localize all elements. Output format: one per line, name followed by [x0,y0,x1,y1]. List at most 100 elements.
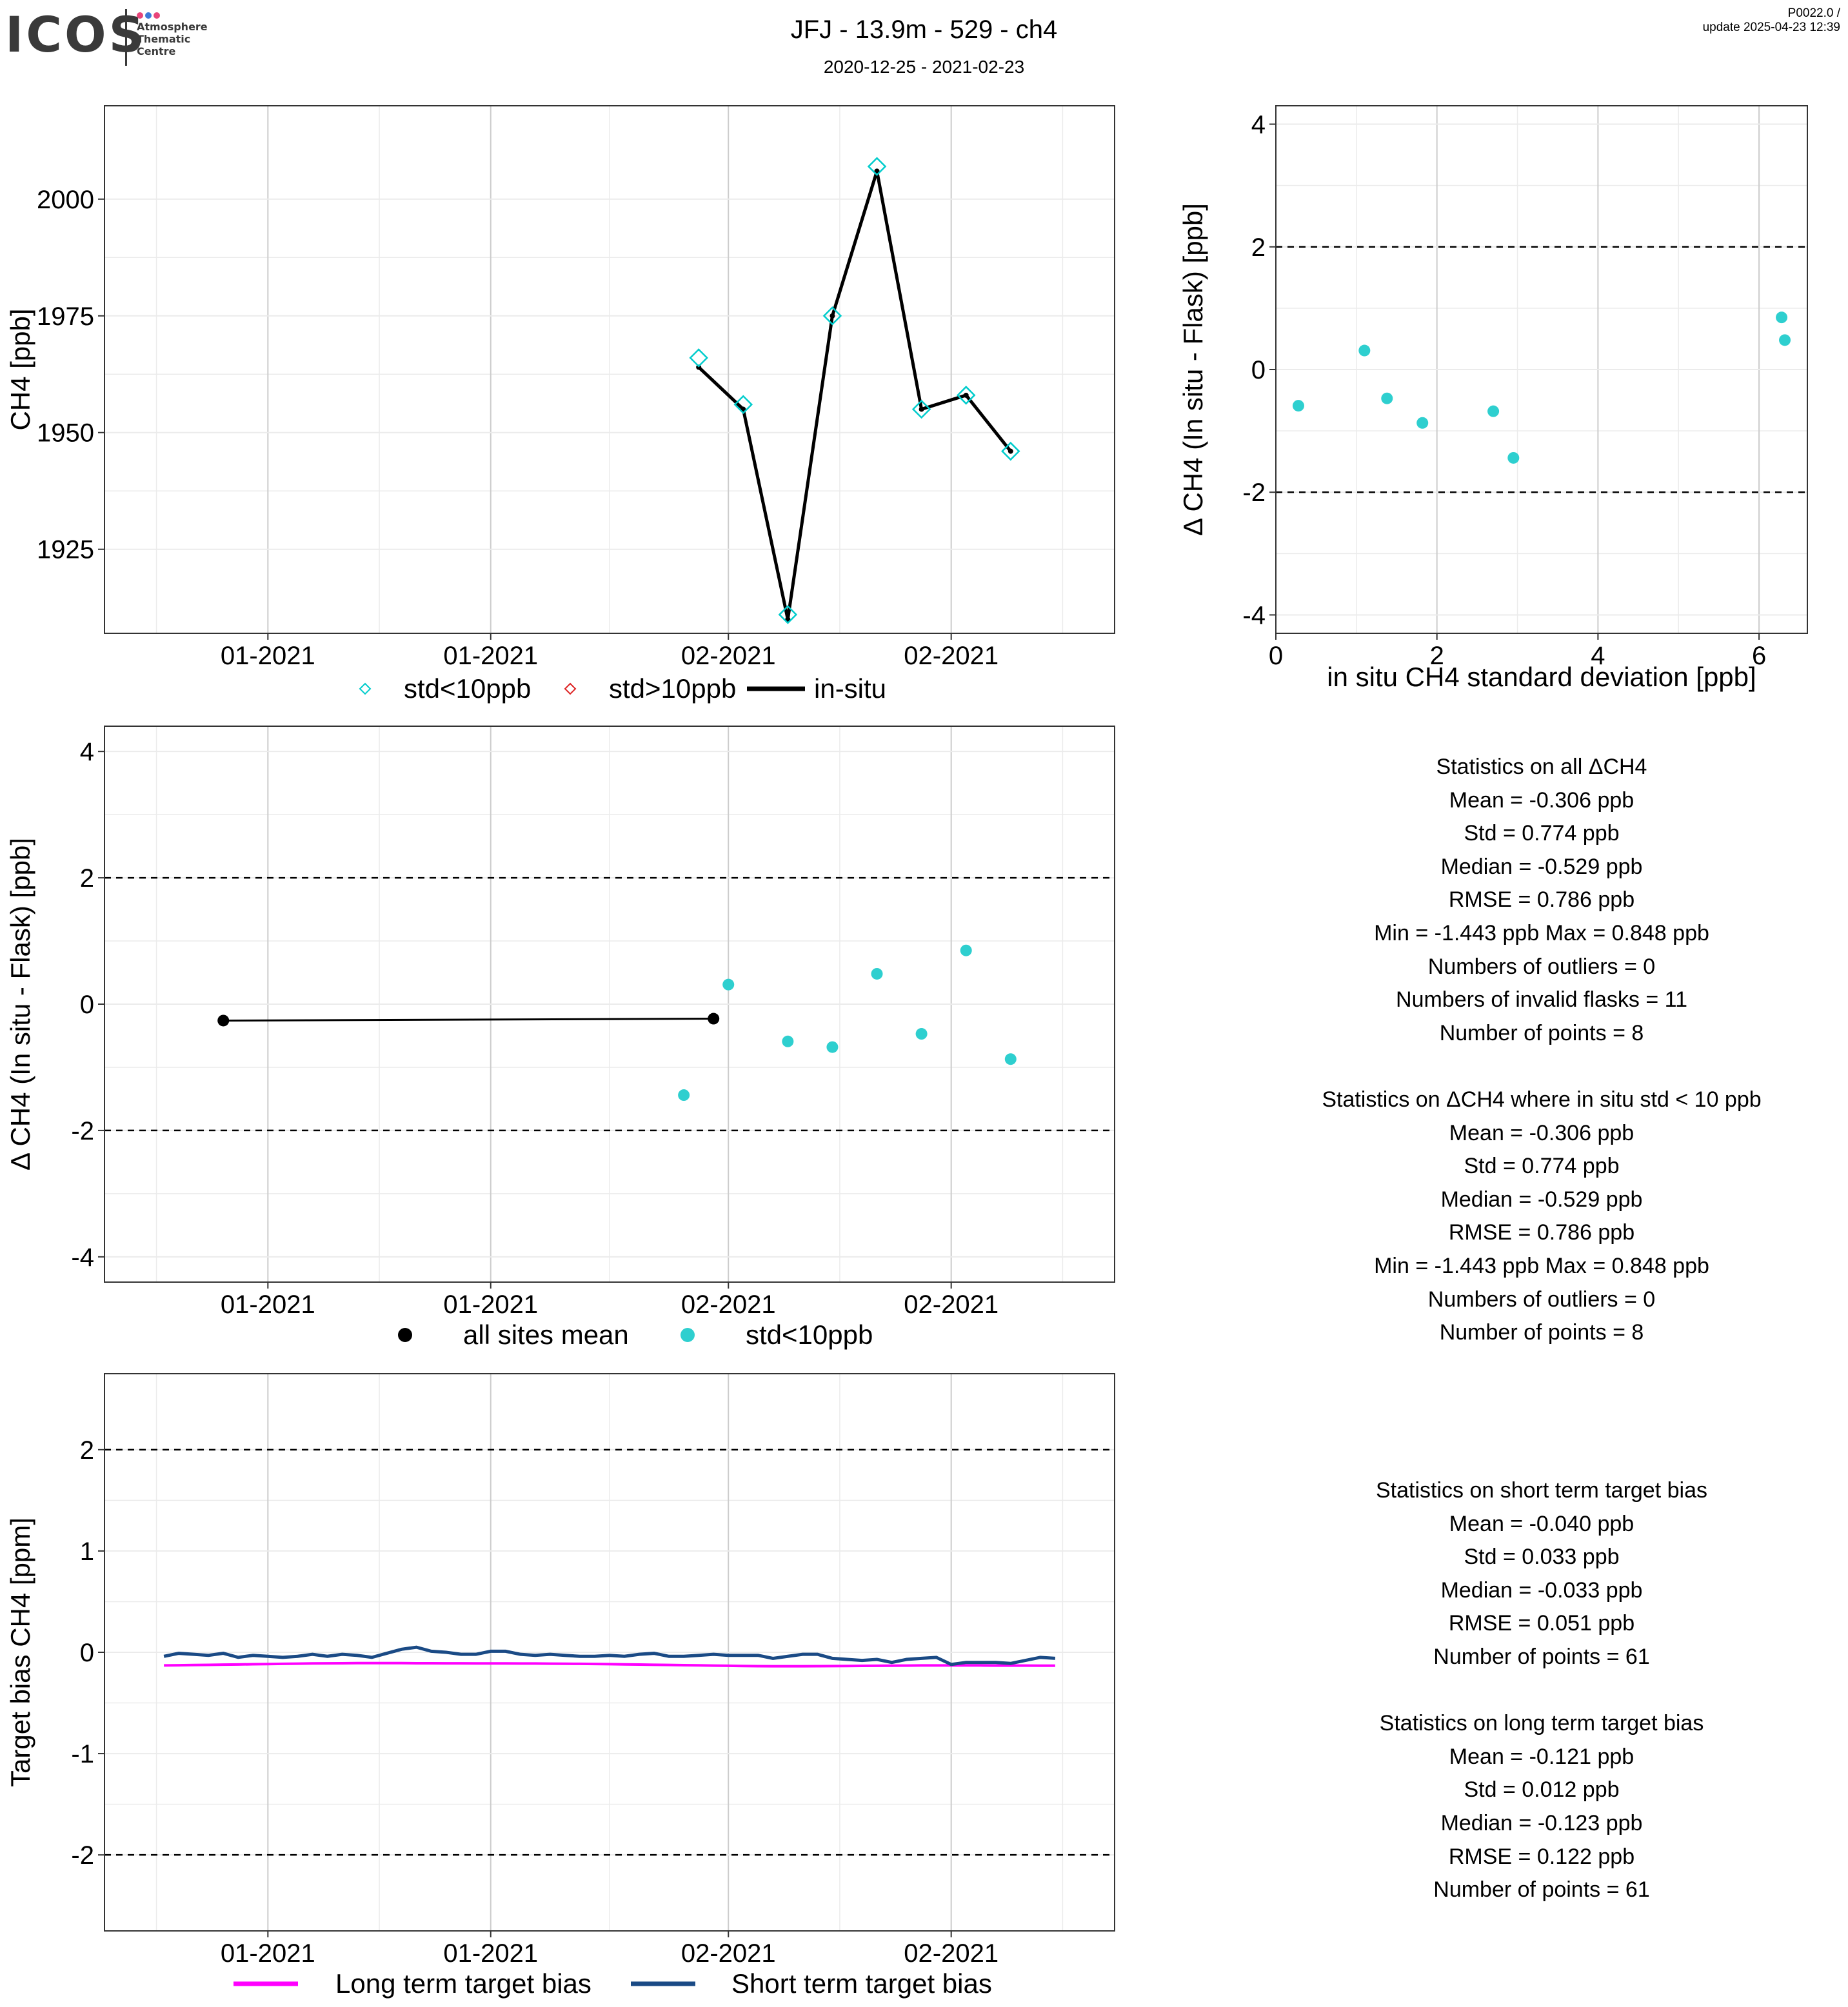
scatter-point [1358,344,1371,357]
plot-area [98,1373,1115,1937]
scatter-point [1779,334,1791,346]
y-tick-label: 0 [1251,356,1266,384]
legend-label: std<10ppb [746,1320,873,1350]
stat-line: Min = -1.443 ppb Max = 0.848 ppb [1374,1254,1709,1278]
std-lt-10ppb-marker [822,306,842,326]
stat-line: Numbers of outliers = 0 [1427,954,1656,979]
y-tick-label: -4 [71,1243,94,1272]
std-lt-10ppb-point [722,978,735,991]
x-axis-label: in situ CH4 standard deviation [ppb] [1327,662,1756,692]
y-tick-label: -4 [1242,601,1266,629]
stat-line: RMSE = 0.786 ppb [1448,1220,1635,1245]
in-situ-point [963,392,969,398]
std-lt-10ppb-marker [956,386,976,405]
x-tick-label: 02-2021 [904,1290,999,1319]
x-tick-label: 01-2021 [221,1939,315,1968]
version-label: P0022.0 / [1787,6,1840,20]
legend-label: Short term target bias [731,1968,992,1999]
scatter-point [1776,311,1788,324]
x-tick-label: 0 [1269,642,1283,670]
stat-line: Statistics on long term target bias [1379,1711,1704,1736]
y-tick-label: 4 [1251,111,1266,139]
stat-line: Std = 0.774 ppb [1464,821,1620,846]
y-tick-label: -1 [71,1740,94,1768]
x-tick-label: 01-2021 [221,642,315,670]
plot-border [104,105,1115,634]
header: ICOS Atmosphere Thematic Centre JFJ - 13… [0,0,1848,90]
x-tick-label: 01-2021 [443,642,538,670]
stat-line: Median = -0.033 ppb [1440,1577,1643,1603]
x-tick-label: 01-2021 [443,1939,538,1968]
y-tick-label: -2 [1242,479,1266,507]
std-lt-10ppb-marker [733,395,753,415]
legend-diamond-red [564,682,577,695]
stat-line: Std = 0.774 ppb [1464,1154,1620,1179]
y-axis-label: Target bias CH4 [ppm] [5,1518,35,1787]
scatter-point [1507,451,1520,464]
stat-line: Mean = -0.306 ppb [1449,1120,1634,1145]
y-axis-label: Δ CH4 (In situ - Flask) [ppb] [5,838,35,1171]
y-tick-label: 1925 [37,536,94,564]
stat-line: RMSE = 0.051 ppb [1448,1611,1635,1636]
stat-line: Number of points = 61 [1433,1645,1650,1669]
plot-area [98,726,1115,1289]
y-tick-label: 2 [80,1436,94,1465]
x-tick-label: 4 [1591,642,1605,670]
y-tick-label: 0 [80,1639,94,1667]
logo-divider [125,9,127,66]
x-tick-label: 02-2021 [904,1939,999,1968]
stat-line: Std = 0.012 ppb [1464,1777,1620,1803]
x-tick-label: 02-2021 [681,642,776,670]
y-tick-label: -2 [71,1117,94,1145]
in-situ-point [919,406,924,412]
stat-line: Mean = -0.040 ppb [1449,1511,1634,1536]
stat-line: RMSE = 0.122 ppb [1448,1844,1635,1869]
y-tick-label: 2 [80,864,94,893]
icos-logo: ICOS [5,6,147,63]
scatter-point [1381,392,1393,404]
x-tick-label: 01-2021 [443,1290,538,1319]
legend-dot-black [398,1328,412,1342]
std-lt-10ppb-point [826,1041,839,1053]
y-tick-label: 4 [80,738,94,766]
legend-dot-cyan [681,1328,695,1342]
version-info: P0022.0 / update 2025-04-23 12:39 [1703,6,1840,35]
stat-line: Median = -0.529 ppb [1440,1187,1643,1212]
stat-line: Min = -1.443 ppb Max = 0.848 ppb [1374,921,1709,945]
logo-subtitle-line: Thematic [137,33,191,45]
x-tick-label: 02-2021 [681,1290,776,1319]
y-tick-label: 2 [1251,233,1266,262]
in-situ-point [830,313,835,319]
scatter-point [1416,417,1429,429]
legend-label: std<10ppb [404,673,531,704]
all-sites-mean-point [217,1014,230,1027]
stat-line: Numbers of invalid flasks = 11 [1396,987,1687,1013]
stat-line: RMSE = 0.786 ppb [1448,887,1635,913]
stat-line: Std = 0.033 ppb [1464,1545,1620,1570]
std-lt-10ppb-marker [911,399,931,419]
y-tick-label: 1950 [37,419,94,448]
in-situ-point [1008,448,1013,454]
stat-line: Statistics on ΔCH4 where in situ std < 1… [1322,1087,1762,1112]
page-title: JFJ - 13.9m - 529 - ch4 [790,15,1058,44]
std-lt-10ppb-point [915,1028,928,1040]
update-timestamp: update 2025-04-23 12:39 [1702,21,1840,34]
plot-area [98,105,1115,640]
y-tick-label: 1975 [37,302,94,331]
y-axis-label: CH4 [ppb] [5,308,35,430]
long-term-bias-line [164,1661,1055,1668]
logo-subtitle-line: Centre [137,45,176,57]
y-tick-label: 2000 [37,186,94,214]
x-tick-label: 6 [1752,642,1766,670]
in-situ-line [697,170,1012,620]
stat-line: Numbers of outliers = 0 [1427,1287,1656,1312]
stat-line: Number of points = 8 [1439,1020,1644,1045]
y-tick-label: 0 [80,991,94,1019]
stat-line: Statistics on short term target bias [1376,1478,1707,1503]
std-lt-10ppb-point [1004,1053,1017,1065]
stat-line: Number of points = 61 [1433,1877,1650,1903]
std-lt-10ppb-marker [778,605,798,624]
date-range: 2020-12-25 - 2021-02-23 [823,57,1025,77]
y-axis-label: Δ CH4 (In situ - Flask) [ppb] [1178,203,1208,536]
